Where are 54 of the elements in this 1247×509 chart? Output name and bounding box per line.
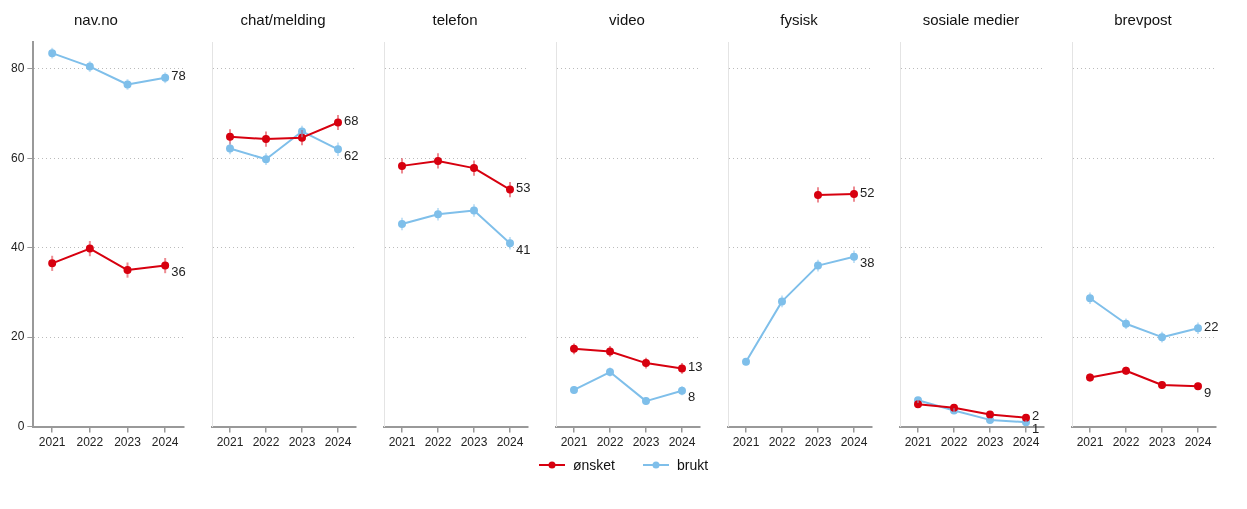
x-tick-label: 2023 <box>804 435 832 450</box>
chart-title: video <box>609 11 645 29</box>
legend-label: brukt <box>676 457 709 473</box>
data-label: 13 <box>688 359 703 375</box>
y-tick-label: 0 <box>17 418 25 433</box>
x-tick-label: 2022 <box>1112 435 1140 450</box>
chart-title: sosiale medier <box>922 11 1020 29</box>
x-tick-label: 2022 <box>940 435 968 450</box>
x-tick-label: 2024 <box>1012 435 1040 450</box>
x-tick-label: 2024 <box>496 435 524 450</box>
x-tick-label: 2024 <box>324 435 352 450</box>
data-label: 52 <box>860 184 875 200</box>
data-label: 38 <box>860 255 875 271</box>
chart-title: brevpost <box>1114 11 1173 29</box>
data-label: 8 <box>688 389 696 405</box>
chart-title: nav.no <box>74 11 118 29</box>
x-tick-label: 2023 <box>460 435 488 450</box>
x-tick-label: 2022 <box>252 435 280 450</box>
data-label: 53 <box>516 180 531 196</box>
data-label: 68 <box>344 113 359 129</box>
x-tick-label: 2021 <box>560 435 588 450</box>
x-tick-label: 2022 <box>768 435 796 450</box>
x-tick-label: 2021 <box>1076 435 1104 450</box>
x-tick-label: 2024 <box>1184 435 1212 450</box>
data-label: 22 <box>1204 318 1219 334</box>
chart-title: telefon <box>432 11 478 29</box>
x-tick-label: 2021 <box>388 435 416 450</box>
x-tick-label: 2021 <box>904 435 932 450</box>
data-label: 36 <box>171 264 186 280</box>
x-tick-label: 2024 <box>668 435 696 450</box>
data-label: 62 <box>344 147 359 163</box>
x-tick-label: 2021 <box>732 435 760 450</box>
y-tick-label: 20 <box>10 329 25 344</box>
y-tick-label: 80 <box>10 61 25 76</box>
x-tick-label: 2023 <box>288 435 316 450</box>
x-tick-label: 2021 <box>38 435 66 450</box>
x-tick-label: 2023 <box>114 435 142 450</box>
data-label: 41 <box>516 241 531 257</box>
data-label: 9 <box>1204 384 1212 400</box>
x-tick-label: 2021 <box>216 435 244 450</box>
y-tick-label: 60 <box>10 150 25 165</box>
x-tick-label: 2023 <box>1148 435 1176 450</box>
data-label: 78 <box>171 68 186 84</box>
x-tick-label: 2024 <box>151 435 179 450</box>
chart-title: fysisk <box>780 11 819 29</box>
x-tick-label: 2022 <box>424 435 452 450</box>
y-tick-label: 40 <box>10 240 25 255</box>
legend-label: ønsket <box>572 457 615 473</box>
x-tick-label: 2023 <box>976 435 1004 450</box>
x-tick-label: 2024 <box>840 435 868 450</box>
x-tick-label: 2022 <box>596 435 624 450</box>
x-tick-label: 2023 <box>632 435 660 450</box>
x-tick-label: 2022 <box>76 435 104 450</box>
chart-title: chat/melding <box>240 11 326 29</box>
